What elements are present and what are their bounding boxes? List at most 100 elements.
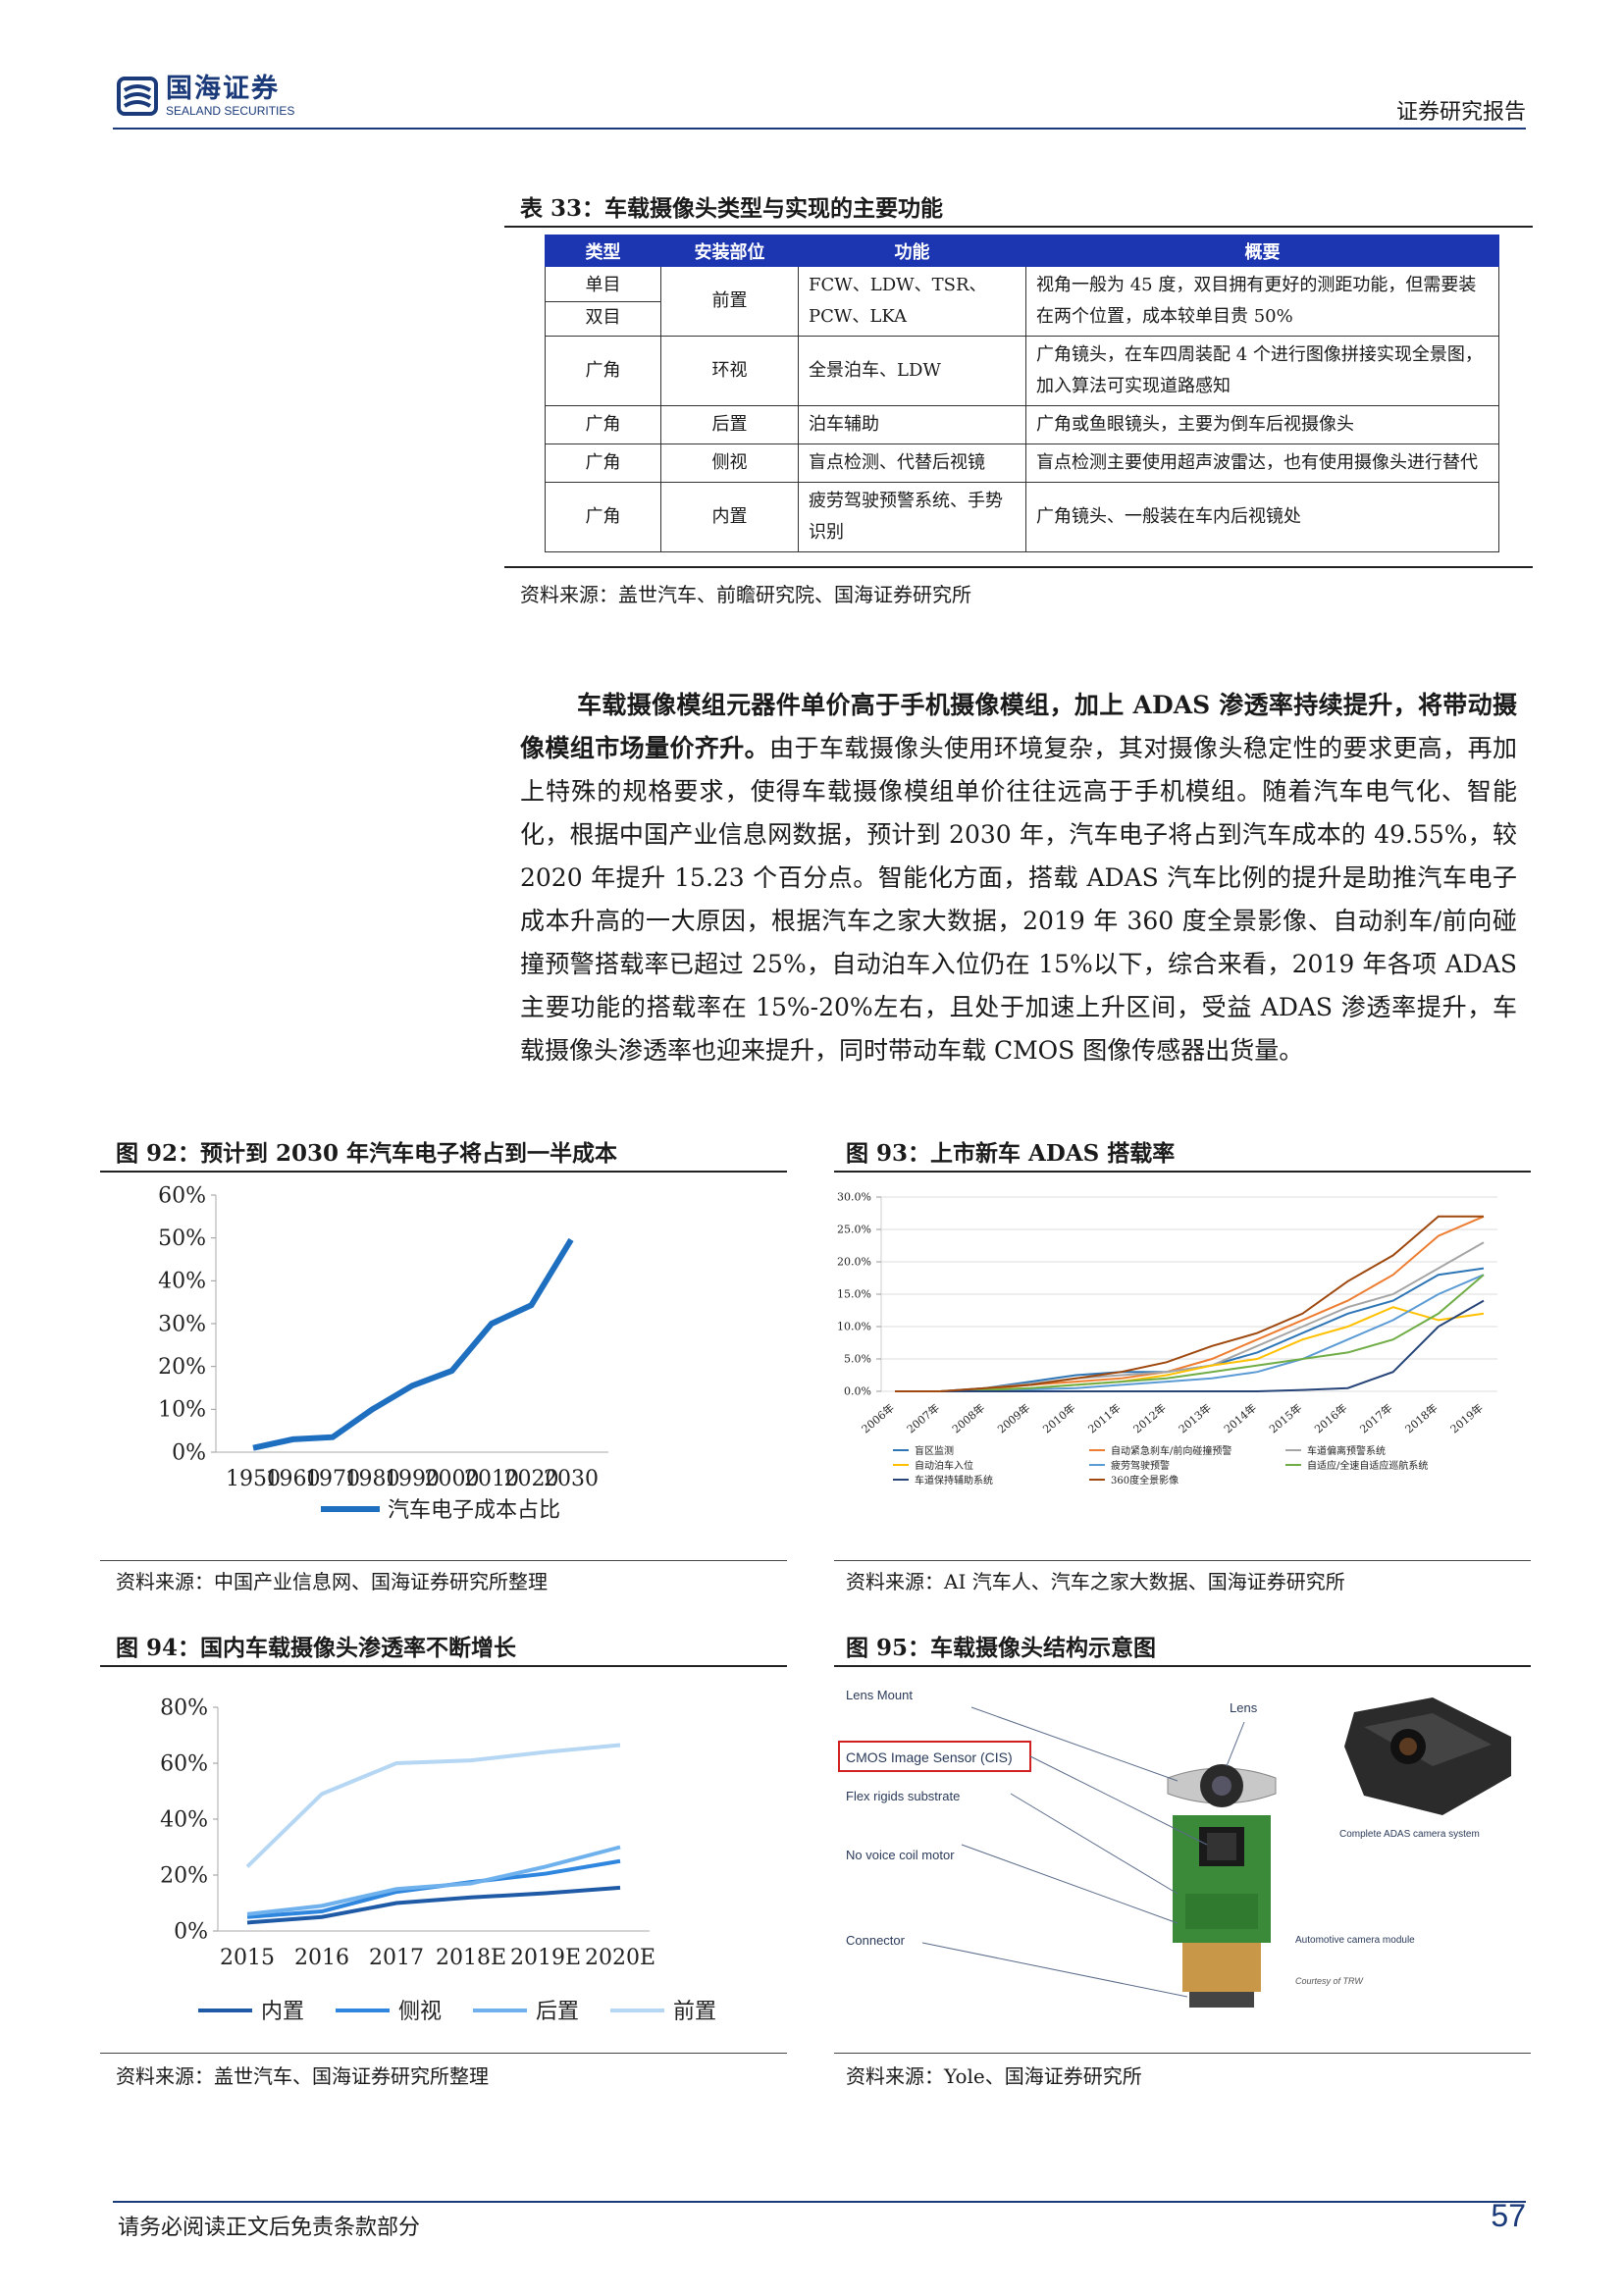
series-line [895, 1215, 1485, 1392]
series-line [895, 1299, 1485, 1392]
fig92-legend: 汽车电子成本占比 [321, 1498, 560, 1523]
legend-label: 360度全景影像 [1111, 1474, 1179, 1487]
table33-source: 资料来源：盖世汽车、前瞻研究院、国海证券研究所 [520, 583, 971, 606]
legend-label: 车道偏离预警系统 [1307, 1444, 1386, 1457]
table33-title: 表 33：车载摄像头类型与实现的主要功能 [520, 195, 944, 222]
legend-label: 汽车电子成本占比 [388, 1498, 560, 1523]
table-cell: 盲点检测主要使用超声波雷达，也有使用摄像头进行替代 [1025, 444, 1499, 483]
fig93-source: 资料来源：AI 汽车人、汽车之家大数据、国海证券研究所 [846, 1570, 1345, 1593]
label-courtesy: Courtesy of TRW [1295, 1976, 1364, 1986]
label-cmos: CMOS Image Sensor (CIS) [846, 1749, 1013, 1765]
y-tick-label: 0% [174, 1919, 208, 1944]
series-line [895, 1267, 1485, 1392]
table-cell: 广角 [545, 444, 661, 483]
fig94-title: 图 94：国内车载摄像头渗透率不断增长 [116, 1635, 517, 1661]
x-tick-label: 2010 [464, 1467, 519, 1491]
x-tick-label: 2009年 [995, 1401, 1033, 1436]
x-tick-label: 2014年 [1221, 1401, 1259, 1436]
x-tick-label: 2006年 [859, 1401, 897, 1436]
page-number: 57 [1491, 2198, 1526, 2233]
x-tick-label: 2030 [544, 1467, 599, 1491]
label-connector: Connector [846, 1933, 906, 1948]
fig92-top-rule [100, 1171, 787, 1173]
x-tick-label: 2019年 [1447, 1401, 1486, 1436]
x-tick-label: 2012年 [1130, 1401, 1169, 1436]
table-cell: 环视 [660, 336, 799, 406]
table-cell: FCW、LDW、TSR、PCW、LKA [798, 266, 1026, 337]
table-cell: 单目 [546, 270, 660, 302]
series-line [895, 1215, 1484, 1392]
fig95-top-rule [834, 1665, 1531, 1667]
fig93-bottom-rule [834, 1560, 1531, 1561]
legend-label: 自适应/全速自适应巡航系统 [1307, 1459, 1428, 1472]
y-tick-label: 10% [158, 1398, 206, 1423]
fig94-bottom-rule [100, 2053, 787, 2054]
fig92-source: 资料来源：中国产业信息网、国海证券研究所整理 [116, 1570, 548, 1593]
fig93-title: 图 93：上市新车 ADAS 搭载率 [846, 1140, 1176, 1167]
fig92-title: 图 92：预计到 2030 年汽车电子将占到一半成本 [116, 1140, 618, 1167]
label-lens-mount: Lens Mount [846, 1688, 913, 1702]
x-tick-label: 2015年 [1266, 1401, 1304, 1436]
table-cell: 全景泊车、LDW [798, 336, 1026, 406]
y-tick-label: 0% [172, 1440, 206, 1465]
page-header: 国海证券 SEALAND SECURITIES 证券研究报告 [113, 69, 1526, 130]
legend-label: 侧视 [398, 2000, 442, 2024]
table-header: 安装部位 [660, 235, 799, 267]
table-cell: 广角镜头，在车四周装配 4 个进行图像拼接实现全景图，加入算法可实现道路感知 [1025, 336, 1499, 406]
series-line [245, 1743, 621, 1868]
fig93-chart: 0.0%5.0%10.0%15.0%20.0%25.0%30.0%2006年 20… [837, 1191, 1497, 1487]
table33-top-rule [504, 226, 1533, 228]
legend-label: 前置 [673, 2000, 716, 2024]
paragraph-bold: 车载摄像模组元器件单价高于手机摄像模组，加上 ADAS 渗透率持续提升，将带动摄… [520, 691, 1517, 762]
y-tick-label: 60% [158, 1183, 206, 1208]
table-cell: 广角 [545, 482, 661, 552]
legend-label: 自动紧急刹车/前向碰撞预警 [1111, 1444, 1231, 1457]
label-no-voice-coil: No voice coil motor [846, 1848, 955, 1862]
logo-en: SEALAND SECURITIES [166, 104, 295, 118]
table-cell: 视角一般为 45 度，双目拥有更好的测距功能，但需要装在两个位置，成本较单目贵 … [1025, 266, 1499, 337]
fig93-top-rule [834, 1171, 1531, 1173]
series-line [252, 1237, 574, 1451]
table-cell: 双目 [585, 306, 621, 328]
y-tick-label: 15.0% [837, 1288, 871, 1301]
table-cell: 疲劳驾驶预警系统、手势识别 [798, 482, 1026, 552]
x-tick-label: 2013年 [1176, 1401, 1214, 1436]
x-tick-label: 2008年 [949, 1401, 987, 1436]
y-tick-label: 50% [158, 1226, 206, 1251]
table-cell: 盲点检测、代替后视镜 [798, 444, 1026, 483]
series-line [246, 1885, 621, 1925]
fig94-chart: 0% 20% 40% 60% 80% 2015 2016 2017 2018E 2019E 2020… [160, 1696, 716, 2024]
x-tick-label: 2020E [585, 1946, 655, 1970]
x-tick-label: 2017年 [1357, 1401, 1395, 1436]
fig95-title: 图 95：车载摄像头结构示意图 [846, 1635, 1157, 1661]
x-tick-label: 2000 [425, 1467, 480, 1491]
paragraph-body: 由于车载摄像头使用环境复杂，其对摄像头稳定性的要求更高，再加上特殊的规格要求，使… [520, 734, 1517, 1065]
table33: 类型 安装部位 功能 概要 单目 双目 前置 FCW、LDW、TSR、PCW、L… [545, 235, 1499, 552]
sealand-logo-icon [117, 77, 158, 116]
x-tick-label: 1980 [345, 1467, 400, 1491]
y-tick-label: 20.0% [837, 1256, 871, 1269]
x-tick-label: 2007年 [904, 1401, 942, 1436]
legend-label: 盲区监测 [915, 1444, 954, 1457]
x-tick-label: 2019E [510, 1946, 581, 1970]
footer-disclaimer: 请务必阅读正文后免责条款部分 [118, 2216, 421, 2240]
x-tick-label: 1990 [385, 1467, 440, 1491]
table33-bottom-rule [504, 566, 1533, 568]
fig94-top-rule [100, 1665, 787, 1667]
table-header: 功能 [798, 235, 1026, 267]
y-tick-label: 20% [160, 1863, 208, 1888]
logo-cn: 国海证券 [166, 74, 280, 104]
x-tick-label: 2016年 [1312, 1401, 1350, 1436]
y-tick-label: 20% [158, 1355, 206, 1380]
table-cell: 广角 [545, 336, 661, 406]
label-complete-system: Complete ADAS camera system [1339, 1829, 1480, 1840]
x-tick-label: 2020 [504, 1467, 559, 1491]
x-tick-label: 1970 [305, 1467, 360, 1491]
legend-label: 内置 [261, 2000, 304, 2024]
table-header: 类型 [545, 235, 661, 267]
y-tick-label: 30% [158, 1312, 206, 1336]
legend-label: 疲劳驾驶预警 [1111, 1459, 1170, 1472]
legend-label: 车道保持辅助系统 [915, 1474, 993, 1487]
table-cell: 广角 [545, 405, 661, 444]
